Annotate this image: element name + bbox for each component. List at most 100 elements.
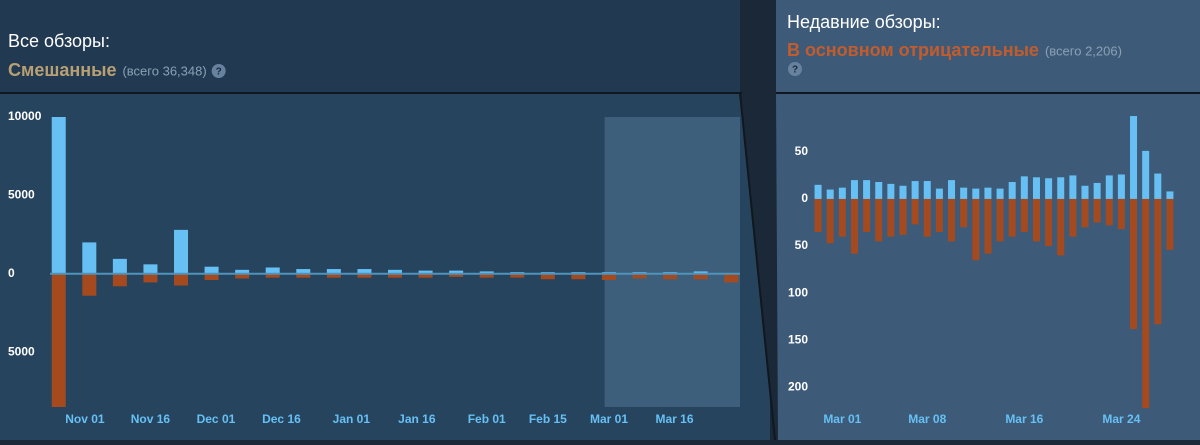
bar (1081, 198, 1089, 228)
bar (265, 273, 280, 278)
bar (1166, 191, 1174, 199)
bar (204, 273, 219, 281)
review-count: (всего 36,348) (122, 63, 206, 78)
bar (911, 198, 919, 225)
bar (724, 273, 739, 283)
x-tick-label: Mar 16 (655, 412, 693, 426)
selected-range (604, 117, 740, 407)
y-tick-label: 10000 (8, 109, 42, 123)
bar (1130, 198, 1138, 329)
bar (235, 269, 250, 274)
bar (449, 273, 464, 277)
bar (51, 117, 66, 274)
y-tick-label: 5000 (8, 188, 35, 202)
bar (418, 270, 433, 274)
bar (235, 273, 250, 279)
x-tick-label: Dec 01 (197, 412, 236, 426)
rating: В основном отрицательные (787, 40, 1039, 60)
bar (479, 273, 494, 278)
bar (1105, 198, 1113, 226)
bar (357, 269, 372, 274)
x-tick-label: Mar 01 (590, 412, 628, 426)
rating: Смешанные (8, 60, 116, 80)
bar (1045, 178, 1053, 199)
x-tick-label: Feb 15 (529, 412, 567, 426)
y-tick-label: 50 (795, 238, 809, 252)
bar (850, 198, 858, 254)
bar (571, 273, 586, 280)
help-icon[interactable] (211, 64, 226, 78)
left-header-bg (0, 0, 770, 93)
bar (1093, 198, 1101, 223)
y-tick-label: 150 (788, 332, 808, 346)
x-tick-label: Mar 01 (823, 412, 861, 426)
bar (863, 180, 871, 199)
y-tick-label: 200 (788, 380, 808, 394)
bar (1057, 198, 1065, 256)
bar (1069, 198, 1077, 237)
x-tick-label: Mar 24 (1102, 412, 1140, 426)
bar (1154, 173, 1162, 199)
y-tick-label: 0 (8, 266, 15, 280)
bar (1008, 182, 1016, 199)
bar (972, 198, 980, 261)
bar (112, 273, 127, 287)
bar (960, 198, 968, 228)
bar (1081, 185, 1089, 199)
bar (326, 273, 341, 278)
bar (923, 181, 931, 199)
bar (1142, 150, 1150, 199)
bar (1166, 198, 1174, 250)
x-tick-label: Jan 01 (333, 412, 371, 426)
x-tick-label: Nov 01 (65, 412, 105, 426)
bar (960, 187, 968, 199)
bar (850, 180, 858, 199)
help-icon-label[interactable]: ? (792, 65, 798, 76)
x-tick-label: Nov 16 (131, 412, 171, 426)
bar (838, 187, 846, 199)
help-icon-label[interactable]: ? (216, 67, 222, 78)
bar (838, 198, 846, 237)
bar (693, 273, 708, 280)
bar (265, 267, 280, 274)
bar (984, 198, 992, 254)
panel-title: Все обзоры: (8, 31, 110, 51)
bar (388, 269, 402, 274)
bar (875, 182, 883, 199)
bar (357, 273, 372, 278)
bar (863, 198, 871, 232)
bar (1020, 176, 1028, 199)
bar (923, 198, 931, 237)
x-tick-label: Feb 01 (468, 412, 506, 426)
bar (82, 273, 97, 296)
review-count: (всего 2,206) (1045, 43, 1122, 58)
bar (1142, 198, 1150, 409)
x-tick-label: Mar 08 (908, 412, 946, 426)
bar (143, 264, 158, 274)
y-tick-label: 50 (795, 144, 809, 158)
bar (204, 266, 219, 274)
bar (51, 273, 66, 407)
bar (887, 183, 895, 199)
bar (826, 189, 834, 199)
bar (449, 270, 464, 274)
x-tick-label: Jan 16 (398, 412, 436, 426)
bar (174, 229, 189, 274)
bar (814, 198, 822, 232)
x-tick-label: Mar 16 (1005, 412, 1043, 426)
bar (1105, 175, 1113, 199)
bar (996, 188, 1004, 199)
bar (418, 273, 433, 278)
bar (296, 269, 311, 274)
bar (911, 181, 919, 199)
bar (1117, 198, 1125, 230)
bar (693, 271, 708, 274)
bar (1069, 175, 1077, 199)
bar (112, 258, 127, 274)
bar (1130, 116, 1138, 199)
bar (663, 273, 678, 280)
help-icon[interactable] (788, 62, 802, 76)
bar (899, 185, 907, 199)
bar (1032, 198, 1040, 242)
